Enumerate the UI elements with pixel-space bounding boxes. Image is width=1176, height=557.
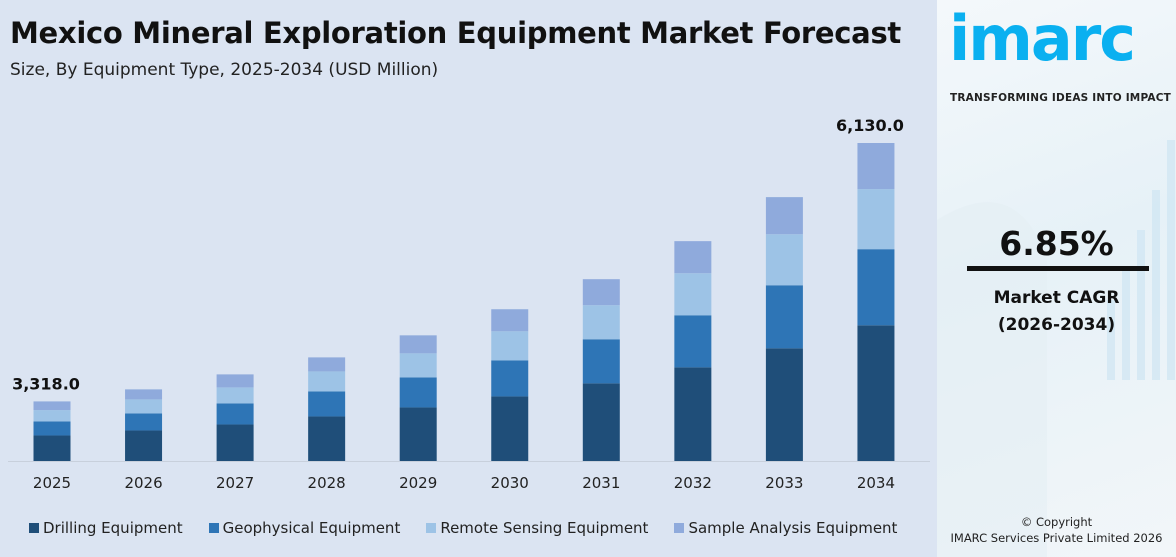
bar-segment-2033-sample-analysis-equipment [765,197,803,235]
bar-segment-2025-sample-analysis-equipment [33,401,71,411]
bar-segment-2025-drilling-equipment [33,435,71,461]
data-label: 6,130.0 [836,116,904,135]
info-panel: imarc TRANSFORMING IDEAS INTO IMPACT 6.8… [937,0,1176,557]
bar-segment-2028-remote-sensing-equipment [308,371,346,392]
cagr-label-text: Market CAGR [993,288,1120,308]
x-tick-label: 2031 [582,474,620,492]
legend-swatch [426,523,437,533]
bar-segment-2032-remote-sensing-equipment [674,273,712,316]
data-label: 3,318.0 [12,374,80,393]
x-tick-label: 2027 [216,474,254,492]
copyright-company: IMARC Services Private Limited 2026 [950,531,1163,545]
divider [967,266,1149,271]
bar-segment-2029-sample-analysis-equipment [399,335,437,354]
cagr-period: (2026-2034) [997,315,1116,335]
logo-tagline: TRANSFORMING IDEAS INTO IMPACT [950,92,1171,104]
legend-label: Sample Analysis Equipment [688,519,898,537]
bar-segment-2032-sample-analysis-equipment [674,241,712,274]
legend-item: Sample Analysis Equipment [674,519,897,537]
legend-label: Remote Sensing Equipment [440,519,649,537]
chart-panel: Mexico Mineral Exploration Equipment Mar… [8,16,930,537]
copyright-label: © Copyright [1020,515,1093,529]
x-tick-label: 2029 [399,474,437,492]
bar-segment-2034-sample-analysis-equipment [857,143,895,190]
x-tick-label: 2028 [308,474,346,492]
bar-segment-2028-sample-analysis-equipment [308,357,346,372]
legend: Drilling Equipment Geophysical Equipment R… [29,519,897,537]
bar-segment-2032-drilling-equipment [674,367,712,461]
bar-segment-2032-geophysical-equipment [674,315,712,368]
bar-segment-2026-remote-sensing-equipment [125,399,163,414]
bar-segment-2034-geophysical-equipment [857,249,895,326]
bar-segment-2031-drilling-equipment [582,383,620,461]
bar-segment-2027-geophysical-equipment [216,403,254,425]
bar-segment-2034-drilling-equipment [857,325,895,461]
background-chart-decoration [937,140,1175,557]
bar-segment-2027-sample-analysis-equipment [216,374,254,388]
imarc-logo: imarc [949,2,1136,75]
legend-item: Geophysical Equipment [208,519,401,537]
bar-segment-2026-geophysical-equipment [125,413,163,431]
bar-segment-2026-sample-analysis-equipment [125,389,163,400]
bar-segment-2033-remote-sensing-equipment [765,234,803,286]
legend-swatch [674,523,685,533]
bar-segment-2025-geophysical-equipment [33,421,71,436]
x-tick-label: 2034 [857,474,895,492]
bar-segment-2033-geophysical-equipment [765,285,803,349]
bar-segment-2030-drilling-equipment [491,396,529,461]
x-tick-label: 2026 [124,474,162,492]
bar-segment-2033-drilling-equipment [765,348,803,461]
bar-segment-2027-drilling-equipment [216,424,254,461]
bar-segment-2027-remote-sensing-equipment [216,387,254,404]
bar-segment-2030-remote-sensing-equipment [491,331,529,361]
bar-segment-2029-drilling-equipment [399,407,437,461]
x-tick-label: 2032 [674,474,712,492]
x-tick-label: 2030 [491,474,529,492]
x-tick-label: 2033 [765,474,803,492]
cagr-label: Market CAGR (2026-2034) [937,285,1176,339]
bar-segment-2029-remote-sensing-equipment [399,353,437,378]
legend-item: Drilling Equipment [29,519,183,537]
bar-segment-2030-geophysical-equipment [491,360,529,397]
x-tick-label: 2025 [33,474,71,492]
chart-subtitle: Size, By Equipment Type, 2025-2034 (USD … [10,60,439,80]
bar-segment-2028-geophysical-equipment [308,391,346,417]
bar-segment-2025-remote-sensing-equipment [33,410,71,422]
bar-segment-2029-geophysical-equipment [399,377,437,408]
bar-segment-2031-geophysical-equipment [582,339,620,384]
bar-segment-2034-remote-sensing-equipment [857,189,895,250]
legend-label: Geophysical Equipment [222,519,401,537]
legend-swatch [208,523,219,533]
legend-swatch [29,523,39,533]
legend-item: Remote Sensing Equipment [426,519,648,537]
bar-segment-2031-sample-analysis-equipment [582,279,620,306]
bar-segment-2030-sample-analysis-equipment [491,309,529,332]
bar-segment-2031-remote-sensing-equipment [582,305,620,340]
stacked-bar-chart: 2025 3,318.0 2026 2027 2028 2029 2030 2031 2032 2… [8,116,930,492]
bar-segment-2028-drilling-equipment [308,416,346,461]
cagr-value: 6.85% [999,224,1114,263]
legend-label: Drilling Equipment [43,519,183,537]
bar-segment-2026-drilling-equipment [125,430,163,461]
copyright: © Copyright IMARC Services Private Limit… [937,514,1176,546]
chart-title: Mexico Mineral Exploration Equipment Mar… [10,16,901,50]
